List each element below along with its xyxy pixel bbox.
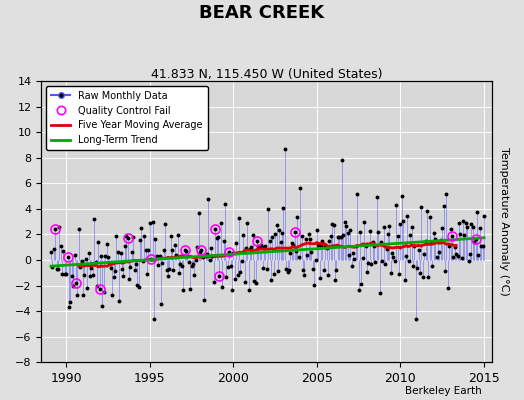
Y-axis label: Temperature Anomaly (°C): Temperature Anomaly (°C) [499, 147, 509, 296]
Title: 41.833 N, 115.450 W (United States): 41.833 N, 115.450 W (United States) [151, 68, 383, 81]
Legend: Raw Monthly Data, Quality Control Fail, Five Year Moving Average, Long-Term Tren: Raw Monthly Data, Quality Control Fail, … [46, 86, 208, 150]
Text: BEAR CREEK: BEAR CREEK [200, 4, 324, 22]
Text: Berkeley Earth: Berkeley Earth [406, 386, 482, 396]
